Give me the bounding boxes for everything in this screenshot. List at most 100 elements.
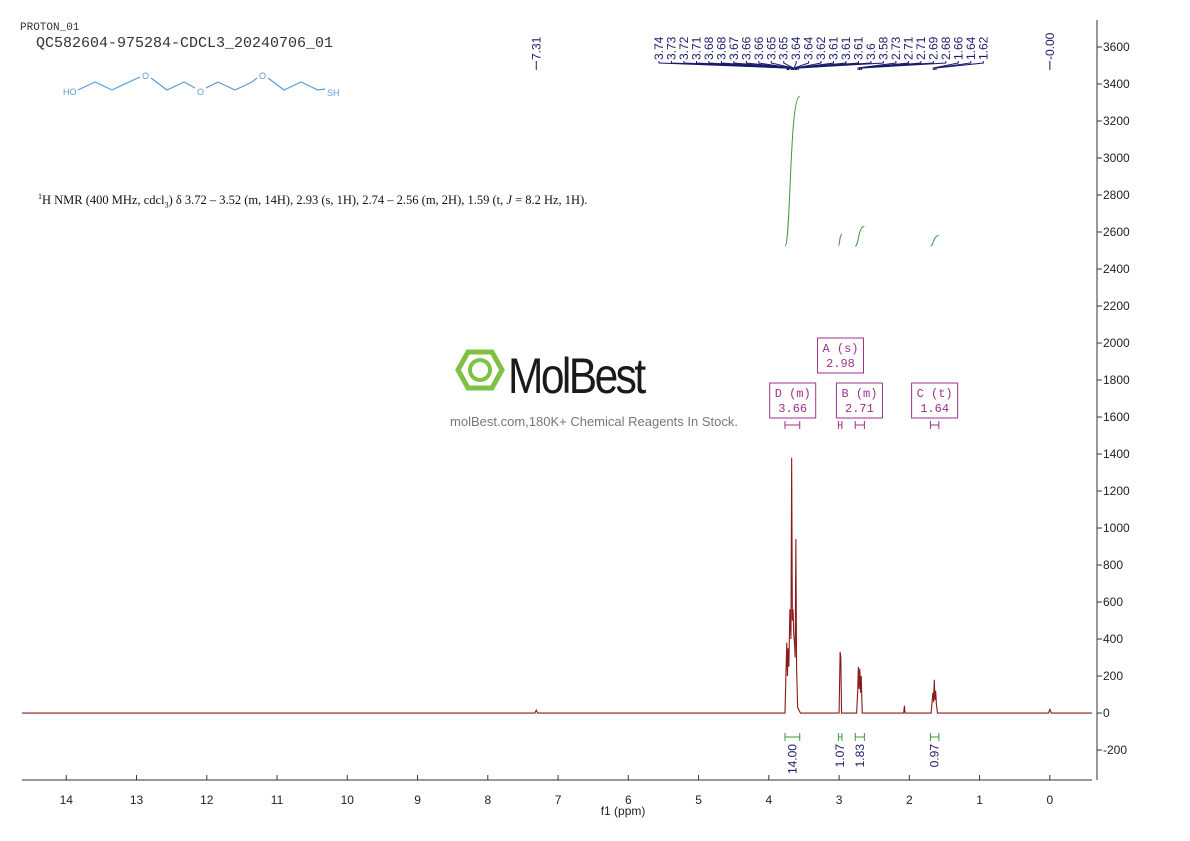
x-tick-label: 14 [60, 793, 74, 807]
atom: O [142, 71, 149, 81]
peak-label: 2.68 [939, 36, 953, 60]
y-tick-label: 2600 [1103, 225, 1130, 239]
text: H NMR (400 MHz, cdcl [42, 193, 165, 208]
integral-curve [837, 234, 843, 247]
peak-label: 1.62 [976, 36, 990, 60]
x-tick-label: 6 [625, 793, 632, 807]
atom: SH [327, 88, 340, 98]
peak-leader [934, 61, 972, 70]
atom: HO [63, 87, 77, 97]
spectrum [22, 457, 1092, 714]
x-tick-label: 8 [484, 793, 491, 807]
x-tick-label: 13 [130, 793, 144, 807]
molecule [77, 76, 326, 91]
multiplet-range [929, 421, 940, 429]
multiplet-box [911, 382, 959, 419]
peak-label: 7.31 [529, 36, 543, 60]
text: = 8.2 Hz, 1H). [511, 193, 588, 208]
y-tick-label: 3000 [1103, 151, 1130, 165]
x-tick-label: 3 [836, 793, 843, 807]
x-tick-label: 9 [414, 793, 421, 807]
y-tick-label: 1800 [1103, 373, 1130, 387]
y-tick-label: 0 [1103, 706, 1110, 720]
integral-label: 1.07 [833, 744, 847, 768]
x-tick-label: 5 [695, 793, 702, 807]
bond [205, 77, 258, 91]
peak-leader [793, 61, 810, 70]
peak-label: 3.74 [652, 36, 666, 60]
peak-label: 3.73 [664, 36, 678, 60]
multiplet-range [837, 421, 843, 429]
x-tick-label: 4 [765, 793, 772, 807]
watermark-tagline: molBest.com,180K+ Chemical Reagents In S… [450, 414, 738, 429]
peak-leader [783, 61, 794, 70]
multiplet-shift: 2.71 [845, 402, 874, 416]
x-tick-label: 12 [200, 793, 214, 807]
integral-curve [930, 235, 939, 247]
peak-leader [861, 61, 947, 70]
y-tick-label: 2200 [1103, 299, 1130, 313]
peak-label: 3.68 [714, 36, 728, 60]
italic: J [506, 193, 512, 208]
integral-curve [784, 95, 801, 247]
peak-label: 1.66 [951, 36, 965, 60]
peak-label: 3.65 [777, 36, 791, 60]
y-tick-label: 800 [1103, 558, 1123, 572]
x-tick-label: 11 [271, 793, 284, 807]
peak-label: 2.71 [914, 36, 928, 60]
y-tick-label: 3400 [1103, 77, 1130, 91]
integral-curve [854, 225, 865, 247]
integral-bracket [854, 733, 865, 741]
sample-name: QC582604-975284-CDCL3_20240706_01 [36, 35, 333, 52]
multiplet-box [835, 382, 883, 419]
multiplet-label: A (s) [822, 342, 858, 356]
y-tick-label: 2800 [1103, 188, 1130, 202]
x-tick-label: 10 [341, 793, 355, 807]
peak-label: 3.61 [839, 36, 853, 60]
y-tick-label: 2000 [1103, 336, 1130, 350]
peak-label: 3.6 [864, 43, 878, 60]
peak-label: 3.61 [851, 36, 865, 60]
multiplet-label: C (t) [917, 387, 953, 401]
peak-label: 2.69 [926, 36, 940, 60]
superscript: 1 [38, 192, 42, 201]
multiplet-label: B (m) [841, 387, 877, 401]
multiplet-shift: 3.66 [778, 402, 807, 416]
y-tick-label: 1200 [1103, 484, 1130, 498]
multiplet-shift: 1.64 [920, 402, 949, 416]
y-tick-label: 3200 [1103, 114, 1130, 128]
multiplet-shift: 2.98 [826, 357, 855, 371]
y-tick-label: -200 [1103, 743, 1127, 757]
peak-leader [733, 61, 793, 70]
x-tick-label: 1 [976, 793, 983, 807]
integral-bracket [784, 733, 801, 741]
multiplet-range [784, 421, 801, 429]
peak-leader [758, 61, 794, 70]
peak-leader [935, 61, 984, 70]
peak-leader [857, 61, 897, 70]
bond [150, 77, 196, 91]
peak-label: 3.58 [876, 36, 890, 60]
y-tick-label: 200 [1103, 669, 1123, 683]
peak-label: 3.64 [789, 36, 803, 60]
peak-label: 3.68 [702, 36, 716, 60]
y-tick-label: 1600 [1103, 410, 1130, 424]
peak-label: 1.64 [964, 36, 978, 60]
logo-hexagon [455, 349, 505, 391]
experiment: PROTON_01 [20, 22, 80, 34]
integral-label: 14.00 [785, 744, 799, 774]
peak-label: 3.66 [739, 36, 753, 60]
peak-label: 3.71 [689, 36, 703, 60]
atom: O [259, 71, 266, 81]
y-tick-label: 400 [1103, 632, 1123, 646]
logo-ring [468, 358, 492, 382]
watermark-brand: MolBest [508, 348, 646, 404]
integral-bracket [929, 733, 940, 741]
peak-leader [932, 61, 959, 70]
integral-label: 1.83 [853, 744, 867, 768]
peak-label: 3.64 [802, 36, 816, 60]
peak-label: 3.62 [814, 36, 828, 60]
peak-label: 2.73 [889, 36, 903, 60]
